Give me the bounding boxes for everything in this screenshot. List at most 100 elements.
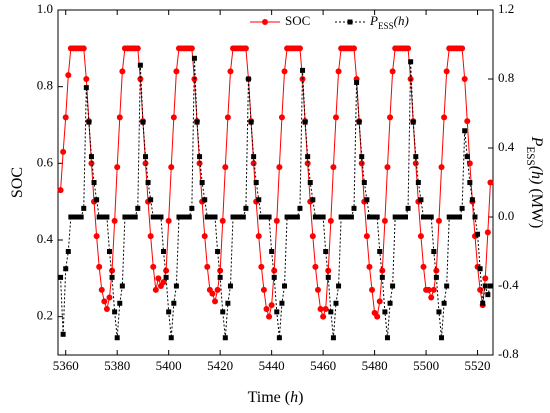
point [325,274,331,280]
point [374,214,380,220]
point [269,249,275,254]
point [96,214,102,220]
point [73,214,79,220]
text-part: P [369,13,378,28]
point [472,214,478,220]
point [307,180,313,185]
point [417,233,424,240]
point [58,274,64,280]
point [305,154,311,160]
point [418,197,424,203]
point [119,283,125,289]
point [467,180,473,185]
point [168,164,175,171]
point [248,119,254,125]
point [297,205,303,211]
point [101,214,107,220]
point [109,267,116,274]
x-tick-label: 5500 [413,358,439,373]
x-axis-label: Time (h) [248,389,304,406]
point [161,249,167,254]
point [325,267,332,274]
point [300,67,306,73]
point [366,263,373,270]
point [444,283,450,289]
point [70,214,76,220]
y-tick-label: 0.6 [37,154,54,169]
point [487,283,493,289]
point [114,335,120,341]
point [217,267,224,274]
point [170,114,177,121]
point [356,119,362,125]
point [351,45,358,52]
point [276,164,283,171]
point [117,300,123,306]
y2-tick-label: 1.2 [498,1,514,16]
point [461,76,468,82]
point [441,114,448,121]
point [475,231,481,237]
point [98,286,105,293]
y2-tick-label: 0.0 [498,208,514,223]
point [392,214,398,220]
point [204,214,210,220]
point [240,214,246,220]
point [124,214,130,220]
point [253,180,259,185]
legend-marker [347,19,353,25]
point [428,294,435,301]
point [80,45,87,52]
point [433,267,440,274]
point [312,214,318,220]
point [318,214,324,220]
point [209,214,215,220]
point [397,214,403,220]
point [266,313,273,320]
point [263,306,270,312]
text-part: SOC [9,167,26,198]
point [487,179,494,186]
point [382,309,388,315]
point [271,274,277,280]
text-part: (MW) [528,184,545,228]
point [314,286,321,293]
point [449,214,455,220]
x-tick-label: 5460 [310,358,336,373]
point [199,180,205,185]
point [384,164,391,171]
point [327,217,334,224]
point [328,309,334,315]
legend-label: PESS(h) [369,13,409,31]
point [91,180,97,185]
legend-label: SOC [285,13,310,28]
point [279,300,285,306]
point [354,79,360,85]
point [96,263,103,270]
point [273,217,280,224]
y2-tick-label: 0.4 [498,139,515,154]
point [379,274,385,280]
point [469,197,475,203]
point [63,266,69,272]
point [358,160,365,167]
point [361,180,367,185]
point [101,298,108,305]
point [155,214,161,220]
point [219,217,226,224]
point [103,306,110,312]
point [130,214,136,220]
point [333,300,339,306]
y2-axis-label: PESS(h) (MW) [524,136,545,229]
point [400,214,406,220]
point [194,119,200,125]
point [171,300,177,306]
point [158,214,164,220]
point [390,283,396,289]
point [173,68,180,75]
x-tick-label: 5400 [156,358,182,373]
point [482,283,488,289]
point [464,118,471,125]
point [188,45,195,52]
point [377,249,383,254]
